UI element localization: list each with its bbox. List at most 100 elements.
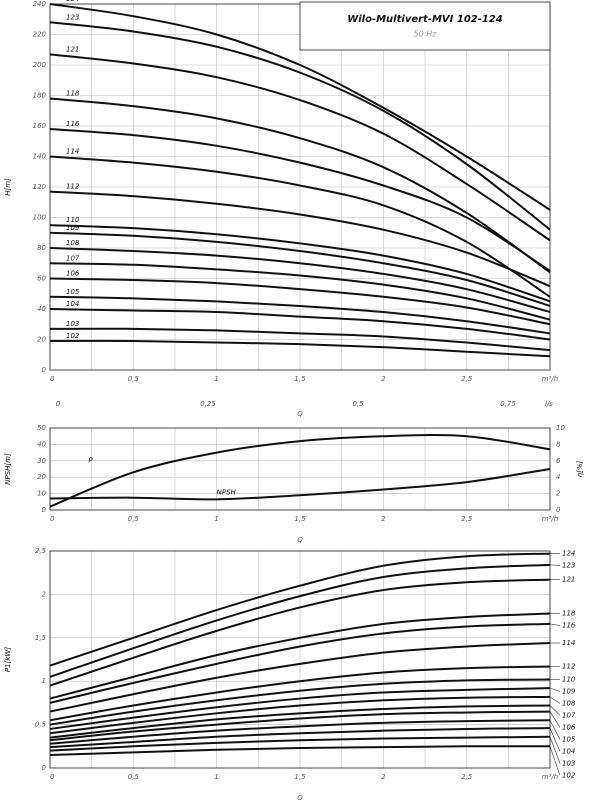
curve-label: 124 <box>562 550 575 558</box>
x2-tick-label: 0,5 <box>352 400 364 408</box>
curve <box>49 308 551 341</box>
leader-line <box>549 736 561 764</box>
y-axis-label: NPSH[m] <box>4 453 12 485</box>
curve-label: 106 <box>66 270 80 278</box>
curve-label: 107 <box>66 254 80 262</box>
curve <box>49 578 551 687</box>
curve-label: 106 <box>562 723 576 731</box>
curve-label: 121 <box>66 45 79 53</box>
x-tick-label: 0,5 <box>128 773 140 781</box>
curve-label: 112 <box>562 662 576 670</box>
curve <box>49 128 551 272</box>
curve-label: 104 <box>66 300 79 308</box>
x-tick-label: 1 <box>214 375 218 383</box>
plot-frame <box>49 550 551 769</box>
y-tick-label: 2,5 <box>35 547 47 555</box>
x-tick-label: m³/h <box>542 515 558 523</box>
y-tick-label: 160 <box>33 122 47 130</box>
curve <box>49 468 551 501</box>
y-tick-label: 180 <box>33 92 47 100</box>
leader-line <box>549 711 561 728</box>
x-axis-label: Q <box>297 410 303 418</box>
x-tick-label: 0 <box>50 515 55 523</box>
curve <box>49 612 551 700</box>
curve <box>49 735 551 752</box>
curve-label: 107 <box>562 711 576 719</box>
x-tick-label: 0 <box>50 773 55 781</box>
curve-label: 105 <box>66 288 80 296</box>
curve <box>49 552 551 667</box>
x-tick-label: 0,5 <box>128 375 140 383</box>
curve-label: 114 <box>562 639 575 647</box>
y2-tick-label: 10 <box>556 424 565 432</box>
x-tick-label: 2,5 <box>461 773 473 781</box>
y2-tick-label: 8 <box>556 440 561 448</box>
y-tick-label: 0,5 <box>35 721 47 729</box>
y2-axis-label: η[%] <box>576 460 584 477</box>
x-axis-label: Q <box>297 536 303 544</box>
y-tick-label: 200 <box>33 61 47 69</box>
curve <box>49 295 551 335</box>
x-tick-label: 1,5 <box>294 773 306 781</box>
curve <box>49 327 551 352</box>
curve-label: 112 <box>66 183 80 191</box>
curve-label: 123 <box>562 562 575 570</box>
curve <box>49 231 551 307</box>
curve <box>49 642 551 713</box>
curve-label: 118 <box>562 609 576 617</box>
leader-line <box>549 623 561 626</box>
y-tick-label: 60 <box>37 275 46 283</box>
curve-label: 121 <box>562 576 575 584</box>
curve-label: 123 <box>66 13 79 21</box>
curve <box>49 687 551 730</box>
x-tick-label: 1 <box>214 515 218 523</box>
curve <box>49 704 551 739</box>
x-tick-label: m³/h <box>542 773 558 781</box>
y-tick-label: 0 <box>42 366 47 374</box>
y-tick-label: 2 <box>42 590 47 598</box>
y-axis-label: P1[kW] <box>4 647 12 672</box>
y2-tick-label: 6 <box>556 457 561 465</box>
curve <box>49 719 551 745</box>
y-tick-label: 20 <box>37 473 46 481</box>
curve <box>49 727 551 749</box>
y-tick-label: 1 <box>42 677 46 685</box>
y-tick-label: 240 <box>33 0 47 8</box>
curve-label: 102 <box>66 332 80 340</box>
curve <box>49 665 551 722</box>
curve-label: 114 <box>66 148 79 156</box>
y-tick-label: 0 <box>42 764 47 772</box>
x-tick-label: 0 <box>50 375 55 383</box>
y-tick-label: 80 <box>37 244 46 252</box>
y2-tick-label: 0 <box>556 506 561 514</box>
curve-label: 102 <box>562 771 576 779</box>
y2-tick-label: 4 <box>556 473 560 481</box>
curve <box>49 563 551 678</box>
x2-tick-label: 0,25 <box>200 400 216 408</box>
curve <box>49 710 551 742</box>
x-tick-label: 2 <box>381 773 386 781</box>
curve-label: 109 <box>562 687 576 695</box>
curve-label: 104 <box>562 747 575 755</box>
x2-unit: l/s <box>545 400 553 408</box>
leader-line <box>549 705 561 716</box>
curve-label: 108 <box>66 239 80 247</box>
curve <box>49 53 551 242</box>
y-tick-label: 100 <box>33 214 47 222</box>
y-tick-label: 10 <box>37 490 46 498</box>
curve <box>49 247 551 314</box>
curve-label: 109 <box>66 224 80 232</box>
curve-label: 110 <box>562 675 576 683</box>
x-tick-label: 1,5 <box>294 515 306 523</box>
x-axis-label: Q <box>297 794 303 800</box>
x-tick-label: 2 <box>381 375 386 383</box>
curve <box>49 678 551 726</box>
curve <box>49 277 551 326</box>
leader-line <box>549 720 561 740</box>
y-tick-label: 30 <box>37 457 46 465</box>
x-tick-label: 2,5 <box>461 515 473 523</box>
curve <box>49 434 551 508</box>
curve <box>49 745 551 756</box>
y-tick-label: 20 <box>37 336 46 344</box>
